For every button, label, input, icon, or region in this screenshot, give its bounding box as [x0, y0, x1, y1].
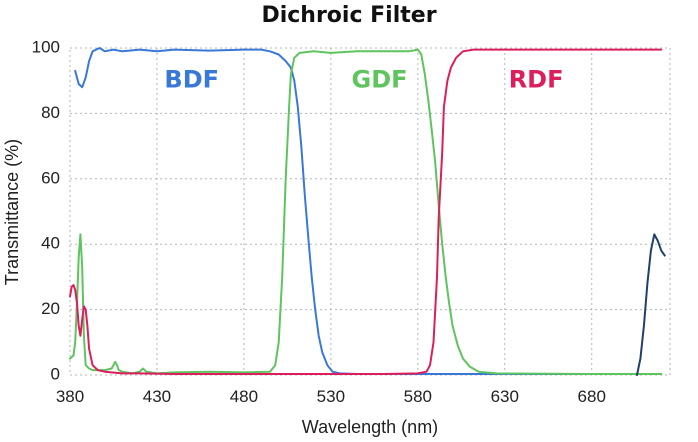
x-tick-label: 380: [56, 387, 84, 406]
rdf-series-line: [69, 48, 663, 375]
x-tick-label: 430: [143, 387, 171, 406]
y-tick-label: 40: [41, 234, 60, 253]
grid-lines: [70, 48, 670, 375]
y-tick-label: 20: [41, 299, 60, 318]
y-axis-label: Transmittance (%): [2, 139, 22, 285]
bdf-series-label: BDF: [164, 66, 219, 94]
x-axis-label: Wavelength (nm): [302, 417, 438, 437]
y-tick-label: 100: [32, 37, 60, 56]
y-tick-label: 80: [41, 103, 60, 122]
x-tick-label: 630: [491, 387, 519, 406]
chart-title: Dichroic Filter: [261, 3, 436, 28]
x-tick-label: 580: [404, 387, 432, 406]
gdf-series-label: GDF: [352, 66, 408, 94]
x-axis-ticks: 380 430 480 530 580 630 680: [56, 387, 606, 406]
plot-frame: [69, 47, 671, 376]
series-label-layer: BDF GDF RDF: [164, 66, 563, 94]
x-tick-label: 480: [230, 387, 258, 406]
gdf-series-line: [69, 48, 663, 375]
y-tick-label: 0: [51, 364, 60, 383]
x-tick-label: 530: [317, 387, 345, 406]
y-tick-label: 60: [41, 168, 60, 187]
rdf-series-label: RDF: [509, 66, 564, 94]
bdf-series-line: [74, 47, 663, 375]
y-axis-ticks: 0 20 40 60 80 100: [32, 37, 60, 383]
series-3-line: [636, 233, 666, 376]
x-tick-label: 680: [578, 387, 606, 406]
series-layer: [69, 47, 666, 376]
